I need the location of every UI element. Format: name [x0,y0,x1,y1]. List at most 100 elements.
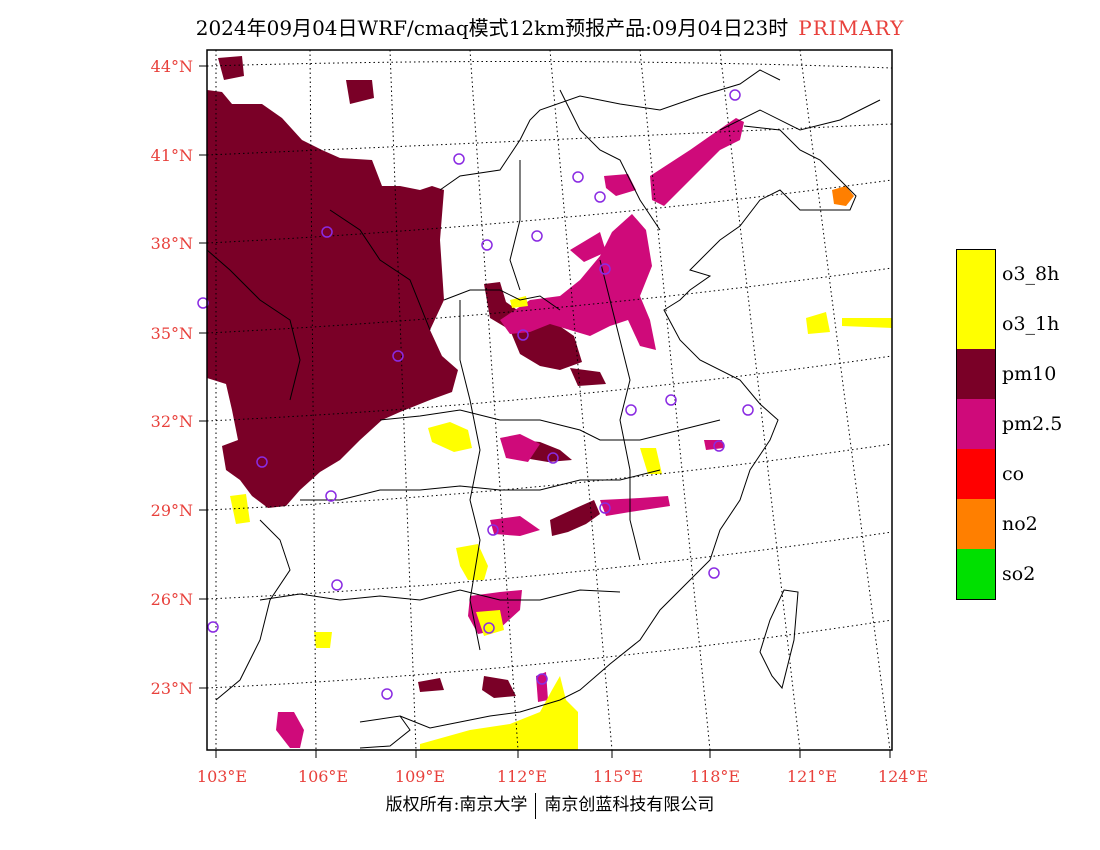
lat-label-35: 35°N [151,324,193,343]
border-inner-10 [215,519,291,701]
station-marker [665,394,677,406]
station-marker [599,263,611,275]
parallel-44 [207,60,892,69]
pm25-region-north [650,118,744,206]
pm25-region-hebei [570,232,606,262]
station-marker [625,404,637,416]
meridian-112 [469,50,519,750]
border-inner-12 [719,99,881,131]
station-marker [197,297,209,309]
legend-swatch [956,399,996,450]
station-marker [381,688,393,700]
legend-swatch [956,249,996,300]
station-marker [481,239,493,251]
border-inner-8 [329,209,431,331]
station-marker [321,226,333,238]
pm10-blob-nw [346,80,374,104]
legend-label: o3_1h [1002,313,1060,335]
title-text: 2024年09月04日WRF/cmaq模式12km预报产品:09月04日23时 [195,16,789,40]
lon-label-118: 118°E [690,767,740,786]
pm25-region-east [600,496,670,516]
pm10-blob-east2 [570,368,606,386]
legend-swatch [956,499,996,550]
border-north [439,69,781,191]
o3-region-sea-east2 [842,318,892,328]
legend-item: co [956,449,1096,500]
station-markers [197,89,754,700]
o3-region-henan [510,296,528,308]
legend-label: pm2.5 [1002,413,1063,435]
legend-item: o3_8h [956,249,1096,300]
footer-divider [535,792,537,819]
station-marker [713,440,725,452]
lon-label-109: 109°E [395,767,445,786]
legend-item: so2 [956,549,1096,600]
lon-label-106: 106°E [298,767,348,786]
meridian-121 [719,50,801,750]
legend-label: o3_8h [1002,263,1060,285]
copyright-left: 版权所有:南京大学 [385,795,528,815]
map-title: 2024年09月04日WRF/cmaq模式12km预报产品:09月04日23时 P… [0,12,1100,41]
meridian-118 [639,50,711,750]
lon-label-121: 121°E [787,767,837,786]
lon-label-124: 124°E [878,767,928,786]
station-marker [453,153,465,165]
legend-label: pm10 [1002,363,1057,385]
lon-label-112: 112°E [497,767,547,786]
legend-label: no2 [1002,513,1038,535]
station-marker [331,579,343,591]
copyright-right: 南京创蓝科技有限公司 [544,795,715,815]
border-inner-2 [379,409,721,441]
station-marker [531,230,543,242]
border-inner-3 [300,469,661,501]
parallel-41 [207,123,892,156]
pm10-blob-south2 [418,678,444,692]
copyright-footer: 版权所有:南京大学 南京创蓝科技有限公司 [0,790,1100,819]
parallel-29 [207,443,892,511]
primary-tag: PRIMARY [798,16,905,40]
station-marker [572,171,584,183]
map-frame [206,49,893,751]
border-inner-4 [259,589,621,601]
station-marker [547,452,559,464]
border-inner-11 [559,89,661,231]
border-inner-7 [459,300,481,651]
border-inner-1 [443,289,561,311]
parallel-32 [207,355,892,422]
lat-label-23: 23°N [151,679,193,698]
coastline [399,125,857,729]
parallel-26 [207,531,892,600]
legend-label: co [1002,463,1025,485]
pm25-region-beijing [604,174,636,196]
lat-label-41: 41°N [151,146,193,165]
lon-label-115: 115°E [593,767,643,786]
o3-region-yunnan [230,494,250,524]
lon-label-103: 103°E [197,767,247,786]
station-marker [708,567,720,579]
parallel-35 [207,267,892,334]
station-marker [256,456,268,468]
pm10-blob-east [550,500,600,536]
hainan-border [359,715,411,749]
o3-region-hunan [456,544,488,580]
pollutant-layer [207,56,892,750]
legend-swatch [956,299,996,350]
pm25-region-central [500,214,656,350]
pm10-region-west [207,90,458,508]
station-marker [517,329,529,341]
lat-axis: 44°N 41°N 38°N 35°N 32°N 29°N 26°N 23°N [151,57,207,698]
lat-label-29: 29°N [151,501,193,520]
station-marker [483,622,495,634]
legend-item: no2 [956,499,1096,550]
boundaries [207,69,881,749]
border-inner-5 [509,160,521,291]
station-marker [392,350,404,362]
station-marker [536,673,548,685]
pm10-blob-south [482,676,516,698]
o3-region-jiangxi [640,448,662,474]
station-marker [742,404,754,416]
no2-region-dalian [832,186,854,206]
o3-region-gx2 [314,632,332,648]
station-marker [599,502,611,514]
